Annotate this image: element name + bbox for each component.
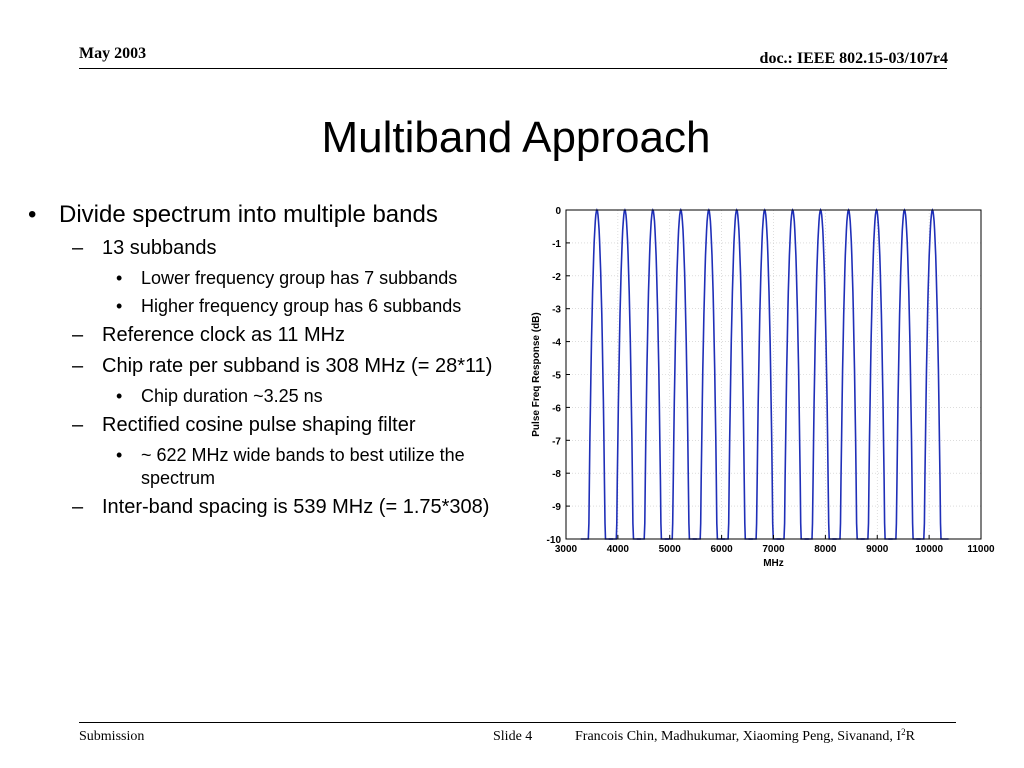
header-date: May 2003 bbox=[79, 45, 147, 62]
band-curve bbox=[608, 208, 641, 540]
y-tick-label: -5 bbox=[552, 371, 561, 382]
footer-submission: Submission bbox=[79, 729, 145, 744]
bullet-level1: • Divide spectrum into multiple bands bbox=[28, 200, 528, 230]
x-tick-label: 4000 bbox=[607, 544, 630, 555]
x-tick-label: 10000 bbox=[915, 544, 943, 555]
x-tick-label: 6000 bbox=[711, 544, 734, 555]
y-tick-label: -8 bbox=[552, 469, 561, 480]
y-tick-label: -9 bbox=[552, 502, 561, 513]
bullet-dot-icon: • bbox=[28, 201, 37, 228]
dash-icon: – bbox=[72, 414, 84, 436]
bullet-level2: –13 subbands bbox=[28, 236, 528, 261]
y-tick-label: -3 bbox=[552, 305, 561, 316]
bullet-level2: – Inter-band spacing is 539 MHz (= 1.75*3… bbox=[28, 495, 528, 520]
dash-icon: – bbox=[72, 324, 84, 346]
bullet-level3: • Chip duration ~3.25 ns bbox=[28, 385, 528, 408]
y-tick-label: 0 bbox=[555, 206, 561, 217]
band-curve bbox=[692, 208, 725, 540]
x-axis-label: MHz bbox=[763, 558, 784, 569]
y-tick-label: -10 bbox=[547, 535, 562, 546]
dash-icon: – bbox=[72, 237, 84, 259]
x-tick-label: 5000 bbox=[659, 544, 682, 555]
y-tick-label: -6 bbox=[552, 403, 561, 414]
bullet-level2: – Chip rate per subband is 308 MHz (= 28*… bbox=[28, 354, 528, 379]
x-tick-label: 9000 bbox=[866, 544, 889, 555]
bullet-text: Rectified cosine pulse shaping filter bbox=[102, 414, 416, 436]
x-tick-label: 11000 bbox=[967, 544, 995, 555]
header-divider bbox=[79, 68, 947, 69]
y-tick-label: -7 bbox=[552, 436, 561, 447]
bullet-dot-icon: • bbox=[116, 296, 123, 316]
x-tick-label: 8000 bbox=[814, 544, 837, 555]
bullet-text: ~ 622 MHz wide bands to best utilize the… bbox=[141, 445, 465, 488]
y-tick-label: -4 bbox=[552, 338, 561, 349]
footer-authors: Francois Chin, Madhukumar, Xiaoming Peng… bbox=[575, 727, 915, 745]
bullet-text: Divide spectrum into multiple bands bbox=[59, 201, 438, 228]
y-tick-label: -1 bbox=[552, 239, 561, 250]
bullet-level3: • ~ 622 MHz wide bands to best utilize th… bbox=[28, 444, 528, 490]
bullet-dot-icon: • bbox=[116, 445, 123, 465]
bullet-text: Lower frequency group has 7 subbands bbox=[141, 268, 458, 288]
header-doc-id: doc.: IEEE 802.15-03/107r4 bbox=[759, 50, 948, 67]
bullet-level2: – Rectified cosine pulse shaping filter bbox=[28, 413, 528, 438]
bullet-text: Inter-band spacing is 539 MHz (= 1.75*30… bbox=[102, 496, 490, 518]
footer-divider bbox=[79, 722, 956, 723]
x-tick-label: 3000 bbox=[555, 544, 578, 555]
bullet-text: Higher frequency group has 6 subbands bbox=[141, 296, 462, 316]
bullet-level2: – Reference clock as 11 MHz bbox=[28, 323, 528, 348]
x-tick-label: 7000 bbox=[762, 544, 785, 555]
y-tick-label: -2 bbox=[552, 272, 561, 283]
bullet-list: • Divide spectrum into multiple bands –13… bbox=[28, 200, 528, 526]
bullet-text: 13 subbands bbox=[102, 237, 217, 259]
bullet-text: Chip duration ~3.25 ns bbox=[141, 386, 323, 406]
bullet-dot-icon: • bbox=[116, 268, 123, 288]
bullet-level3: • Higher frequency group has 6 subbands bbox=[28, 295, 528, 318]
bullet-text: Reference clock as 11 MHz bbox=[102, 324, 346, 346]
dash-icon: – bbox=[72, 355, 84, 377]
y-axis-label: Pulse Freq Response (dB) bbox=[531, 312, 542, 436]
bullet-dot-icon: • bbox=[116, 386, 123, 406]
bullet-text: Chip rate per subband is 308 MHz (= 28*1… bbox=[102, 355, 493, 377]
slide-title: Multiband Approach bbox=[321, 113, 711, 162]
footer-slide-number: Slide 4 bbox=[493, 729, 533, 744]
bullet-level3: • Lower frequency group has 7 subbands bbox=[28, 267, 528, 290]
dash-icon: – bbox=[72, 496, 84, 518]
